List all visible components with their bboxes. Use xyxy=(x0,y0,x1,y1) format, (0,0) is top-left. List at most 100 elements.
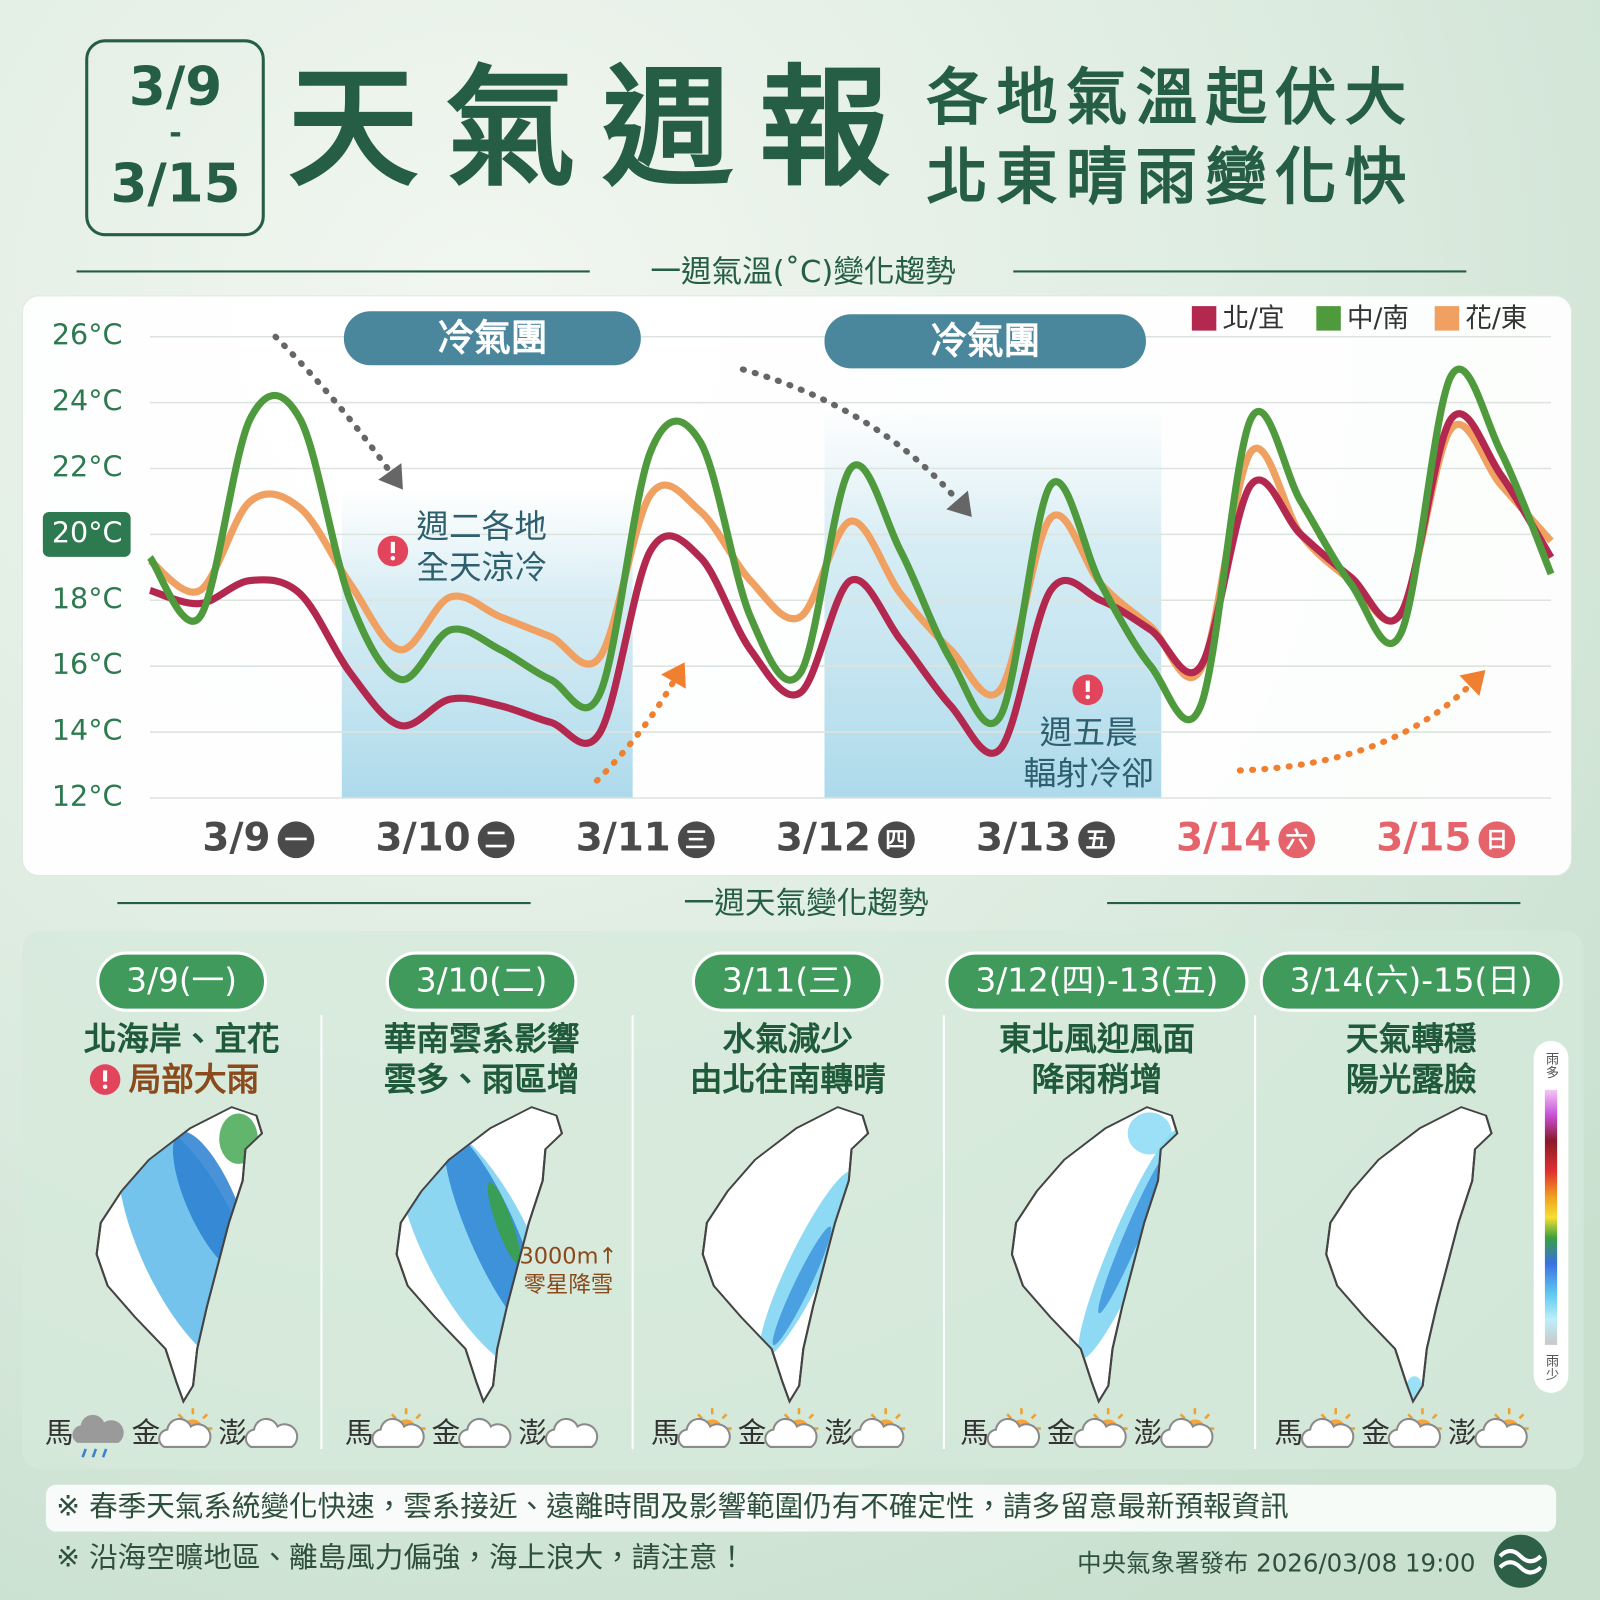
panel-note: 零星降雪 xyxy=(523,1272,613,1298)
warning-icon-mark xyxy=(390,541,395,554)
warning-icon-dot xyxy=(102,1084,108,1089)
legend-swatch xyxy=(1316,306,1341,331)
scale-top: 雨多 xyxy=(1543,1052,1559,1079)
legend-swatch xyxy=(1191,306,1217,331)
weekday-badge xyxy=(878,821,915,859)
panel-date: 3/11(三) xyxy=(722,962,853,1000)
panel-date: 3/12(四)-13(五) xyxy=(976,962,1219,1000)
chart-note: 輻射冷卻 xyxy=(1023,755,1154,793)
subtitle: 各地氣溫起伏大 xyxy=(927,63,1407,134)
chart-note: 週二各地 xyxy=(416,508,547,546)
island-label: 金 xyxy=(432,1416,461,1450)
legend-label: 中/南 xyxy=(1347,303,1409,334)
panel-date: 3/9(一) xyxy=(126,962,237,1000)
trend-arrow xyxy=(1236,682,1473,774)
x-tick-label: 3/15 xyxy=(1376,815,1471,860)
scale-bar xyxy=(1544,1089,1558,1345)
island-label: 澎 xyxy=(218,1416,247,1450)
weekday-label: 四 xyxy=(885,827,907,853)
date-start: 3/9 xyxy=(129,55,222,117)
island-label: 馬 xyxy=(1274,1416,1303,1450)
weekday-badge xyxy=(1278,821,1316,859)
warning-icon-mark xyxy=(1085,680,1090,692)
band-label: 冷氣團 xyxy=(437,316,547,359)
weekday-badge xyxy=(677,821,715,859)
weekday-label: 五 xyxy=(1085,827,1107,853)
legend-label: 北/宜 xyxy=(1222,303,1284,334)
date-end: 3/15 xyxy=(110,152,240,214)
date-badge xyxy=(945,951,1249,1012)
panel-date: 3/10(二) xyxy=(416,962,547,1000)
panel-headline: 北海岸、宜花 xyxy=(84,1020,280,1058)
y-tick-label: 26°C xyxy=(52,318,123,352)
arrow-head xyxy=(1459,670,1486,696)
y-tick-label: 24°C xyxy=(52,384,123,418)
weekday-badge xyxy=(477,821,515,859)
trend-arrow xyxy=(272,333,393,475)
rain-area xyxy=(487,1182,521,1264)
x-tick-label: 3/9 xyxy=(202,815,270,860)
chart-note: 週五晨 xyxy=(1040,714,1138,752)
panel-headline: 雲多、雨區增 xyxy=(384,1061,580,1099)
footer-note: ※ 春季天氣系統變化快速，雲系接近、遠離時間及影響範圍仍有不確定性，請多留意最新… xyxy=(56,1489,1289,1523)
island-label: 澎 xyxy=(518,1416,547,1450)
x-tick-label: 3/14 xyxy=(1176,815,1271,860)
x-tick-label: 3/10 xyxy=(376,815,471,860)
chart-note: 全天涼冷 xyxy=(416,548,547,586)
island-label: 馬 xyxy=(651,1416,680,1450)
rain-area xyxy=(1127,1112,1172,1155)
highlight-tick-bg xyxy=(42,511,131,557)
island-label: 金 xyxy=(132,1416,161,1450)
panel-headline: 天氣轉穩 xyxy=(1346,1020,1477,1058)
date-badge xyxy=(96,951,268,1012)
panel-headline: 華南雲系影響 xyxy=(384,1020,580,1058)
warning-icon-dot xyxy=(1085,694,1091,700)
island-label: 馬 xyxy=(345,1416,374,1450)
date-box xyxy=(85,39,265,237)
footer-note-bg xyxy=(45,1484,1557,1532)
subtitle: 北東晴雨變化快 xyxy=(927,142,1407,213)
weekday-badge xyxy=(277,821,315,859)
island-label: 澎 xyxy=(1134,1416,1163,1450)
arrow-head xyxy=(661,662,686,689)
arrow-head xyxy=(378,463,403,490)
legend-swatch xyxy=(1434,306,1460,331)
y-tick-label: 22°C xyxy=(52,450,123,484)
panel-warning: 局部大雨 xyxy=(129,1061,260,1099)
panel-headline: 降雨稍增 xyxy=(1032,1061,1163,1099)
rain-overlay xyxy=(759,1170,856,1359)
taiwan-map xyxy=(701,1106,870,1403)
temperature-line xyxy=(147,365,1555,728)
band-label-bg xyxy=(343,311,641,366)
date-badge xyxy=(691,951,884,1012)
date-separator: - xyxy=(169,116,182,151)
rain-area xyxy=(1098,1153,1169,1314)
warning-icon-dot xyxy=(390,555,396,561)
island-label: 澎 xyxy=(1448,1416,1477,1450)
x-tick-label: 3/11 xyxy=(576,815,671,860)
trend-arrow xyxy=(739,366,961,504)
x-tick-label: 3/13 xyxy=(976,815,1071,860)
panel-headline: 水氣減少 xyxy=(722,1020,853,1058)
logo xyxy=(1493,1534,1547,1588)
panel-date: 3/14(六)-15(日) xyxy=(1290,962,1533,1000)
x-tick-label: 3/12 xyxy=(776,815,871,860)
scale-bottom: 雨少 xyxy=(1543,1354,1559,1381)
island-label: 澎 xyxy=(824,1416,853,1450)
trend-arrow xyxy=(593,678,677,784)
date-badge xyxy=(385,951,578,1012)
panel-headline: 由北往南轉晴 xyxy=(690,1061,886,1099)
legend-label: 花/東 xyxy=(1465,303,1527,334)
island-label: 馬 xyxy=(45,1416,74,1450)
publisher: 中央氣象署發布 2026/03/08 19:00 xyxy=(1077,1548,1475,1577)
taiwan-map xyxy=(1010,1106,1179,1403)
y-tick-label: 14°C xyxy=(52,713,123,747)
weekday-label: 一 xyxy=(285,827,307,853)
panel-note: 3000m↑ xyxy=(519,1244,617,1270)
weekday-label: 六 xyxy=(1285,827,1307,853)
y-tick-label: 16°C xyxy=(52,647,123,681)
panel-headline: 陽光露臉 xyxy=(1346,1061,1477,1099)
